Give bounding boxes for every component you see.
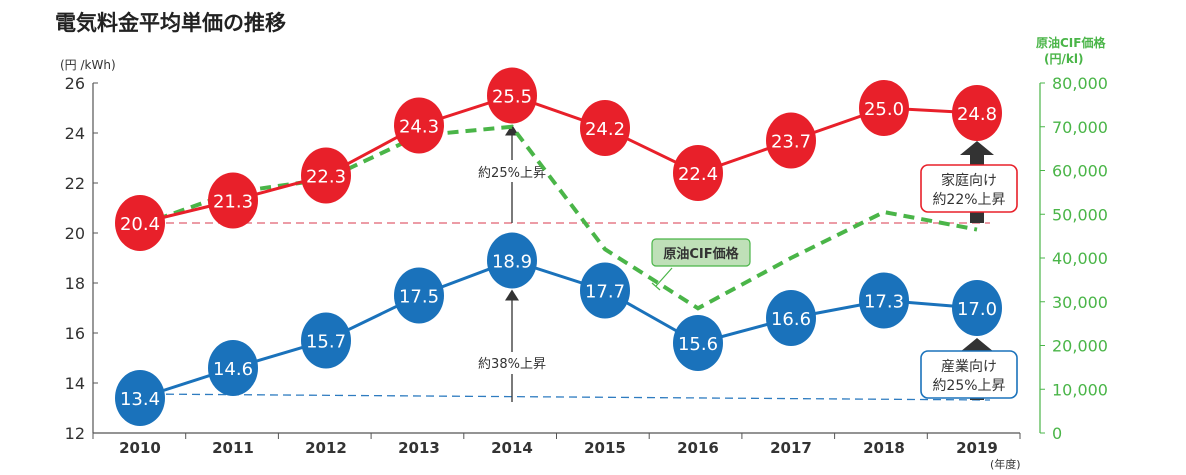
x-tick-label: 2019 bbox=[956, 439, 998, 457]
household-data-label: 24.2 bbox=[585, 119, 625, 140]
household-data-label: 22.3 bbox=[306, 167, 346, 188]
industry-point bbox=[301, 312, 351, 369]
household-data-label: 24.3 bbox=[399, 117, 439, 138]
x-tick-label: 2012 bbox=[305, 439, 347, 457]
industry-data-label: 18.9 bbox=[492, 252, 532, 273]
oil-label-box bbox=[651, 238, 751, 267]
y2-tick-label: 20,000 bbox=[1052, 337, 1108, 356]
x-tick-label: 2010 bbox=[119, 439, 161, 457]
household-point bbox=[766, 112, 816, 169]
household-data-label: 25.0 bbox=[864, 99, 904, 120]
industry-point bbox=[208, 340, 258, 396]
x-tick-label: 2015 bbox=[584, 439, 626, 457]
y2-tick-label: 0 bbox=[1052, 424, 1062, 443]
household-point bbox=[301, 147, 351, 204]
household-point bbox=[487, 67, 537, 124]
label-bg bbox=[467, 352, 557, 374]
y-tick-label: 12 bbox=[65, 424, 85, 443]
y-tick-label: 26 bbox=[65, 74, 85, 93]
industry-data-label: 17.5 bbox=[399, 287, 439, 308]
series-line-household bbox=[139, 93, 978, 225]
industry-data-label: 16.6 bbox=[771, 309, 811, 330]
label-bg bbox=[467, 160, 557, 182]
industry-point bbox=[580, 262, 630, 319]
y-axis-label: (円 /kWh) bbox=[60, 58, 116, 72]
arrowhead-icon bbox=[505, 124, 519, 136]
industry-point bbox=[952, 280, 1002, 336]
x-tick-label: 2017 bbox=[770, 439, 812, 457]
y-tick-label: 22 bbox=[65, 174, 85, 193]
y2-tick-label: 40,000 bbox=[1052, 249, 1108, 268]
industry-box-title: 産業向け bbox=[941, 359, 997, 375]
household-data-label: 20.4 bbox=[120, 214, 160, 235]
household-point bbox=[673, 145, 723, 201]
y2-tick-label: 80,000 bbox=[1052, 74, 1108, 93]
oil-label: 原油CIF価格 bbox=[663, 246, 739, 262]
x-tick-label: 2013 bbox=[398, 439, 440, 457]
industry-data-label: 17.7 bbox=[585, 282, 625, 303]
household-point bbox=[952, 85, 1002, 141]
x-tick-label: 2011 bbox=[212, 439, 254, 457]
industry-point bbox=[766, 290, 816, 346]
y2-tick-label: 30,000 bbox=[1052, 293, 1108, 312]
y2-tick-label: 60,000 bbox=[1052, 162, 1108, 181]
industry-box-value: 約25%上昇 bbox=[932, 378, 1005, 394]
household-data-label: 25.5 bbox=[492, 87, 532, 108]
annotation-household-2014: 約25%上昇 bbox=[478, 166, 546, 181]
household-box-title: 家庭向け bbox=[941, 172, 997, 189]
industry-data-label: 17.3 bbox=[864, 292, 904, 313]
series-line-industry bbox=[139, 258, 978, 400]
y2-tick-label: 70,000 bbox=[1052, 118, 1108, 137]
household-data-label: 21.3 bbox=[213, 192, 253, 213]
y2-tick-label: 10,000 bbox=[1052, 380, 1108, 399]
y-tick-label: 24 bbox=[65, 124, 85, 143]
y2-tick-label: 50,000 bbox=[1052, 205, 1108, 224]
y-tick-label: 16 bbox=[65, 324, 85, 343]
household-point bbox=[580, 100, 630, 156]
household-point bbox=[394, 97, 444, 154]
y-tick-label: 14 bbox=[65, 374, 85, 393]
x-axis-unit: (年度) bbox=[990, 457, 1021, 471]
industry-point bbox=[673, 315, 723, 371]
x-tick-label: 2018 bbox=[863, 439, 905, 457]
industry-point bbox=[115, 370, 165, 426]
household-data-label: 24.8 bbox=[957, 104, 997, 125]
industry-data-label: 13.4 bbox=[120, 389, 160, 410]
household-data-label: 22.4 bbox=[678, 164, 718, 185]
household-box bbox=[920, 164, 1018, 213]
oil-label-leader-tick bbox=[651, 282, 661, 291]
arrowhead-icon bbox=[505, 289, 519, 301]
industry-point bbox=[859, 272, 909, 329]
industry-data-label: 17.0 bbox=[957, 299, 997, 320]
annotation-industry-2014: 約38%上昇 bbox=[478, 357, 546, 372]
x-tick-label: 2016 bbox=[677, 439, 719, 457]
household-data-label: 23.7 bbox=[771, 132, 811, 153]
industry-data-label: 15.6 bbox=[678, 334, 718, 355]
y-tick-label: 18 bbox=[65, 274, 85, 293]
oil-label-leader bbox=[655, 267, 673, 287]
series-line-oil bbox=[139, 124, 978, 311]
industry-point bbox=[394, 267, 444, 324]
baseline-industry bbox=[139, 393, 991, 401]
y-tick-label: 20 bbox=[65, 224, 85, 243]
y2-axis-unit: (円/kl) bbox=[1044, 52, 1083, 66]
y2-axis-label: 原油CIF価格 bbox=[1036, 35, 1106, 50]
industry-data-label: 14.6 bbox=[213, 359, 253, 380]
x-tick-label: 2014 bbox=[491, 439, 533, 457]
household-box-value: 約22%上昇 bbox=[932, 192, 1005, 208]
industry-data-label: 15.7 bbox=[306, 332, 346, 353]
household-point bbox=[859, 80, 909, 136]
household-point bbox=[115, 195, 165, 251]
industry-point bbox=[487, 232, 537, 289]
household-point bbox=[208, 172, 258, 229]
industry-box bbox=[920, 350, 1018, 399]
chart-title: 電気料金平均単価の推移 bbox=[55, 11, 286, 35]
